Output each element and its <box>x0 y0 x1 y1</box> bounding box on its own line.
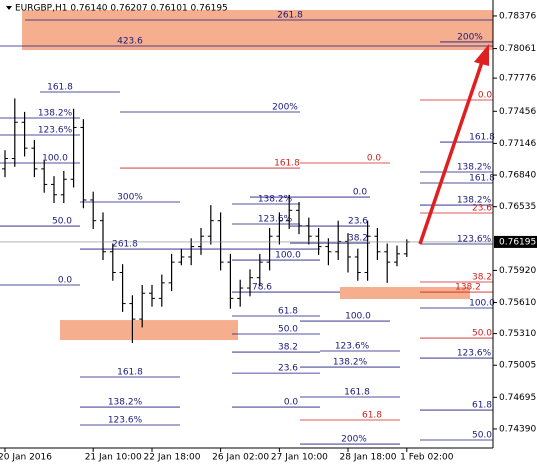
fib-label: 161.8 <box>117 368 143 378</box>
fib-label: 161.8 <box>469 173 495 183</box>
fib-label: 138.2% <box>258 195 293 205</box>
fib-label: 38.2 <box>278 343 298 353</box>
fib-label: 300% <box>117 193 143 203</box>
fib-label: 200% <box>341 435 367 445</box>
fib-label: 200% <box>272 103 298 113</box>
fib-label: 123.6% <box>38 126 73 136</box>
zone <box>22 10 493 51</box>
fib-label: 50.0 <box>472 329 492 339</box>
chart-title: EURGBP,H1 0.76140 0.76207 0.76101 0.7619… <box>15 4 228 14</box>
fib-label: 123.6% <box>457 349 492 359</box>
fib-label: 38.2 <box>472 273 492 283</box>
fib-label: 161.8 <box>344 388 370 398</box>
y-tick-label: 0.77776 <box>499 74 536 84</box>
fib-label: 0.0 <box>367 153 382 163</box>
fib-label: 61.8 <box>278 307 298 317</box>
fib-label: 23.6 <box>472 204 492 214</box>
fib-label: 138.2% <box>333 358 368 368</box>
y-tick-label: 0.76840 <box>499 171 536 181</box>
fib-label: 0.0 <box>58 276 73 286</box>
x-tick-label: 28 Jan 18:00 <box>340 453 397 463</box>
arrow-head <box>474 44 489 66</box>
x-tick-label: 27 Jan 10:00 <box>271 453 328 463</box>
last-price-label: 0.76195 <box>499 237 536 247</box>
levels: 261.8 423.6 200% 161.8 0.0 200% 138.2% 123.6% 10… <box>0 10 495 445</box>
fib-label: 261.8 <box>112 240 138 250</box>
zone <box>60 320 238 341</box>
y-tick-label: 0.75610 <box>499 298 536 308</box>
last-price-box <box>494 235 537 248</box>
fib-label: 61.8 <box>362 411 382 421</box>
fib-label: 123.6% <box>258 215 293 225</box>
title-icon <box>6 6 12 10</box>
fib-label: 200% <box>457 32 483 42</box>
fib-label: 123.6% <box>108 415 143 425</box>
fib-label: 61.8 <box>472 401 492 411</box>
fib-label: 23.6 <box>348 217 368 227</box>
fib-label: 0.0 <box>284 398 299 408</box>
y-tick-label: 0.75310 <box>499 329 536 339</box>
y-tick-label: 0.78376 <box>499 11 536 21</box>
fib-label: 100.0 <box>275 251 301 261</box>
y-tick-label: 0.77456 <box>499 107 536 117</box>
x-tick-label: 22 Jan 18:00 <box>144 453 201 463</box>
y-tick-label: 0.75005 <box>499 361 536 371</box>
axis: 20 Jan 2016 21 Jan 10:00 22 Jan 18:00 26 Ja… <box>0 11 537 463</box>
arrow-shaft <box>418 61 484 245</box>
fib-label: 50.0 <box>52 217 72 227</box>
y-tick-label: 0.74695 <box>499 393 536 403</box>
fib-label: 423.6 <box>117 37 143 47</box>
fib-label: 100.0 <box>345 312 371 322</box>
fib-label: 50.0 <box>278 325 298 335</box>
x-tick-label: 21 Jan 10:00 <box>85 453 142 463</box>
fib-label: 261.8 <box>277 10 303 20</box>
fib-label: 0.0 <box>353 188 368 198</box>
y-tick-label: 0.76535 <box>499 202 536 212</box>
fib-label: 50.0 <box>472 431 492 441</box>
fib-label: 123.6% <box>457 234 492 244</box>
zone <box>340 286 470 300</box>
zones <box>22 10 493 341</box>
fib-label: 23.6 <box>278 364 298 374</box>
fib-label: 38.2 <box>348 234 368 244</box>
fib-label: 123.6% <box>335 342 370 352</box>
fib-label: 138.2 <box>455 283 481 293</box>
y-tick-label: 0.75920 <box>499 266 536 276</box>
bars <box>2 98 410 343</box>
fib-label: 78.6 <box>252 283 272 293</box>
fib-label: 138.2% <box>38 109 73 119</box>
fib-label: 138.2% <box>457 196 492 206</box>
fib-label: 100.0 <box>42 153 68 163</box>
x-tick-label: 26 Jan 02:00 <box>212 453 269 463</box>
fib-label: 161.8 <box>274 159 300 169</box>
fib-label: 138.2% <box>108 398 143 408</box>
fib-label: 0.0 <box>478 90 493 100</box>
y-tick-label: 0.77146 <box>499 139 536 149</box>
fib-label: 100.0 <box>469 299 495 309</box>
y-tick-label: 0.74390 <box>499 424 536 434</box>
x-tick-label: 20 Jan 2016 <box>0 453 52 463</box>
x-tick-label: 1 Feb 02:00 <box>400 453 454 463</box>
fib-label: 138.2% <box>457 162 492 172</box>
fib-label: 161.8 <box>47 83 73 93</box>
y-tick-label: 0.78061 <box>499 44 536 54</box>
fib-label: 161.8 <box>469 133 495 143</box>
